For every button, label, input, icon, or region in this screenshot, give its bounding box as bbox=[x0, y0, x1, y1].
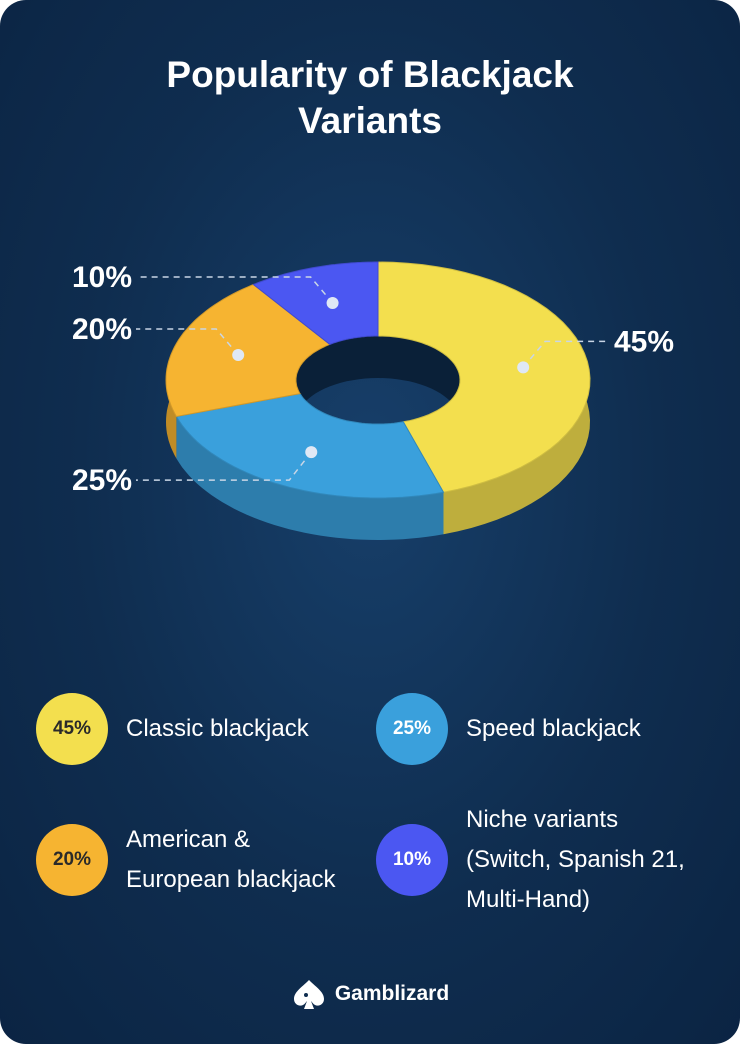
leader-line bbox=[136, 328, 239, 356]
slice bbox=[252, 261, 379, 345]
legend-label: Niche variants (Switch, Spanish 21, Mult… bbox=[466, 806, 685, 913]
legend-badge: 45% bbox=[36, 693, 108, 765]
legend-badge: 10% bbox=[376, 824, 448, 896]
slice-label: 20% bbox=[72, 313, 132, 346]
legend-item: 10% Niche variants (Switch, Spanish 21, M… bbox=[376, 800, 716, 920]
legend-label: Classic blackjack bbox=[126, 715, 309, 742]
leader-line bbox=[136, 276, 334, 304]
legend-label: Speed blackjack bbox=[466, 715, 641, 742]
chart-title: Popularity of Blackjack Variants bbox=[166, 54, 574, 141]
legend-item: 45% Classic blackjack bbox=[36, 680, 376, 778]
slice-label: 45% bbox=[614, 325, 674, 358]
leader-line bbox=[522, 340, 610, 368]
leader-dot bbox=[517, 361, 530, 374]
legend-label: American & European blackjack bbox=[126, 826, 336, 893]
inner-wall bbox=[296, 336, 460, 422]
legend-item: 20% American & European blackjack bbox=[36, 800, 376, 920]
leader-dot bbox=[232, 348, 245, 361]
legend-item: 25% Speed blackjack bbox=[376, 680, 716, 778]
legend: 45% Classic blackjack 25% Speed blackjack 20… bbox=[36, 680, 716, 920]
legend-badge: 20% bbox=[36, 824, 108, 896]
leader-dot bbox=[305, 446, 318, 459]
slice-label: 10% bbox=[72, 261, 132, 294]
slice-label: 25% bbox=[72, 464, 132, 497]
brand: Gamblizard bbox=[0, 978, 740, 1010]
leader-dot bbox=[326, 296, 339, 309]
leader-line bbox=[136, 451, 312, 481]
slice-side bbox=[176, 416, 444, 540]
legend-badge: 25% bbox=[376, 693, 448, 765]
brand-name: Gamblizard bbox=[334, 982, 450, 1005]
brand-icon bbox=[293, 980, 324, 1009]
